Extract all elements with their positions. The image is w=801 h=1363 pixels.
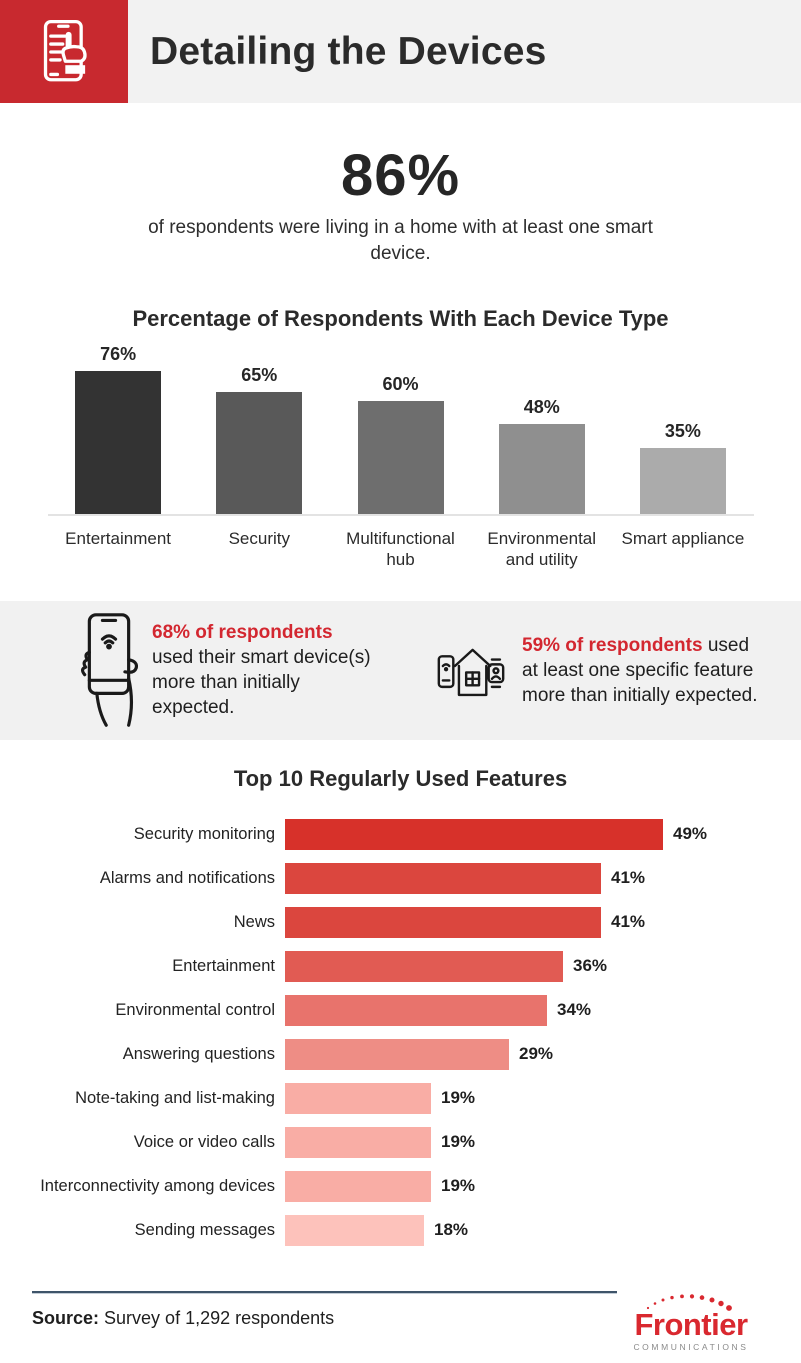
callout-59-highlight: 59% of respondents: [522, 634, 703, 656]
device-bar-value: 48%: [523, 397, 560, 418]
feature-value: 41%: [611, 912, 646, 932]
callout-59-rest: used at least one specific feature more …: [522, 634, 758, 706]
device-bar-column: 48%: [471, 397, 612, 515]
device-bar: [639, 448, 726, 515]
frontier-logo-sub: COMMUNICATIONS: [633, 1342, 749, 1352]
device-bar-column: 65%: [189, 365, 330, 515]
feature-bar: [285, 862, 601, 894]
device-bar-value: 60%: [382, 374, 419, 395]
feature-label: Interconnectivity among devices: [40, 1176, 275, 1195]
device-bar-column: 60%: [330, 374, 471, 515]
feature-label: Note-taking and list-making: [75, 1088, 275, 1107]
device-bar-value: 65%: [241, 365, 278, 386]
feature-bar: [285, 818, 663, 850]
feature-value: 19%: [441, 1088, 476, 1108]
device-bar-category: Security: [228, 529, 291, 549]
feature-row: Voice or video calls 19%: [10, 1126, 801, 1158]
feature-value: 19%: [441, 1132, 476, 1152]
frontier-logo-arc-icon: [646, 1294, 732, 1311]
feature-row: Environmental control 34%: [10, 994, 801, 1026]
feature-bar: [285, 1214, 424, 1246]
feature-value: 36%: [573, 956, 608, 976]
feature-label: Answering questions: [122, 1044, 275, 1063]
device-chart-title: Percentage of Respondents With Each Devi…: [132, 306, 669, 332]
hero-description: of respondents were living in a home wit…: [148, 217, 653, 264]
feature-label: News: [233, 912, 275, 931]
feature-row: Security monitoring 49%: [10, 818, 801, 850]
tablet-tap-icon: [43, 19, 87, 81]
hero-stat: 86% of respondents were living in a home…: [0, 103, 801, 266]
source-note: Source: Survey of 1,292 respondents: [32, 1308, 334, 1329]
feature-row: Sending messages 18%: [10, 1214, 801, 1246]
callout-68-rest: used their smart device(s) more than ini…: [152, 647, 371, 719]
frontier-logo: Frontier COMMUNICATIONS: [615, 1293, 767, 1352]
callout-68: 68% of respondents used their smart devi…: [80, 609, 372, 731]
header-icon-box: [0, 0, 128, 103]
feature-value: 34%: [557, 1000, 592, 1020]
callout-band: 68% of respondents used their smart devi…: [0, 600, 801, 740]
feature-label: Alarms and notifications: [99, 868, 275, 887]
feature-bar: [285, 1082, 431, 1114]
feature-label: Security monitoring: [133, 824, 275, 843]
feature-label: Voice or video calls: [133, 1132, 275, 1151]
feature-row: Answering questions 29%: [10, 1038, 801, 1070]
device-bar-column: 76%: [48, 344, 189, 515]
callout-59-text: 59% of respondents used at least one spe…: [522, 633, 764, 708]
feature-value: 49%: [673, 824, 708, 844]
callout-68-highlight: 68% of respondents: [152, 622, 333, 644]
feature-row: Interconnectivity among devices 19%: [10, 1170, 801, 1202]
hand-holding-phone-icon: [80, 613, 138, 728]
callout-59: 59% of respondents used at least one spe…: [434, 633, 764, 708]
smart-home-devices-icon: [437, 648, 505, 697]
source-text: Survey of 1,292 respondents: [99, 1308, 335, 1328]
device-bar: [498, 424, 585, 515]
hero-value: 86%: [340, 143, 461, 208]
feature-bar: [285, 950, 563, 982]
callout-68-text: 68% of respondents used their smart devi…: [152, 620, 372, 720]
device-chart-labels: Entertainment Security Multifunctional hub…: [48, 516, 754, 570]
feature-row: Alarms and notifications 41%: [10, 862, 801, 894]
feature-value: 19%: [441, 1176, 476, 1196]
source-label: Source:: [32, 1308, 100, 1328]
footer-divider: [32, 1291, 617, 1293]
feature-row: Entertainment 36%: [10, 950, 801, 982]
page-title: Detailing the Devices: [150, 29, 547, 73]
device-bar: [357, 401, 444, 515]
features-chart-rows: Security monitoring 49% Alarms and notific…: [10, 818, 801, 1246]
device-bar-category: Entertainment: [65, 529, 172, 549]
feature-bar: [285, 1038, 509, 1070]
feature-label: Entertainment: [172, 956, 275, 975]
feature-value: 41%: [611, 868, 646, 888]
feature-row: Note-taking and list-making 19%: [10, 1082, 801, 1114]
device-bar-category: Environmental and utility: [487, 529, 597, 570]
device-bar-value: 35%: [664, 421, 701, 442]
frontier-logo-name: Frontier: [634, 1307, 748, 1342]
feature-bar: [285, 1170, 431, 1202]
feature-value: 18%: [434, 1220, 469, 1240]
device-bar-category: Smart appliance: [621, 529, 745, 549]
features-chart-title: Top 10 Regularly Used Features: [233, 765, 568, 791]
device-chart-columns: 76% 65% 60% 48% 35%: [47, 344, 754, 517]
feature-bar: [285, 994, 547, 1026]
feature-bar: [285, 1126, 431, 1158]
device-bar: [75, 371, 162, 515]
device-bar-category: Multifunctional hub: [346, 529, 455, 570]
feature-bar: [285, 906, 601, 938]
device-bar-value: 76%: [100, 344, 137, 365]
header: Detailing the Devices: [0, 0, 801, 103]
feature-label: Sending messages: [134, 1220, 275, 1239]
feature-row: News 41%: [10, 906, 801, 938]
feature-label: Environmental control: [115, 1000, 275, 1019]
device-bar-column: 35%: [612, 421, 753, 515]
device-bar: [216, 392, 303, 515]
feature-value: 29%: [519, 1044, 554, 1064]
